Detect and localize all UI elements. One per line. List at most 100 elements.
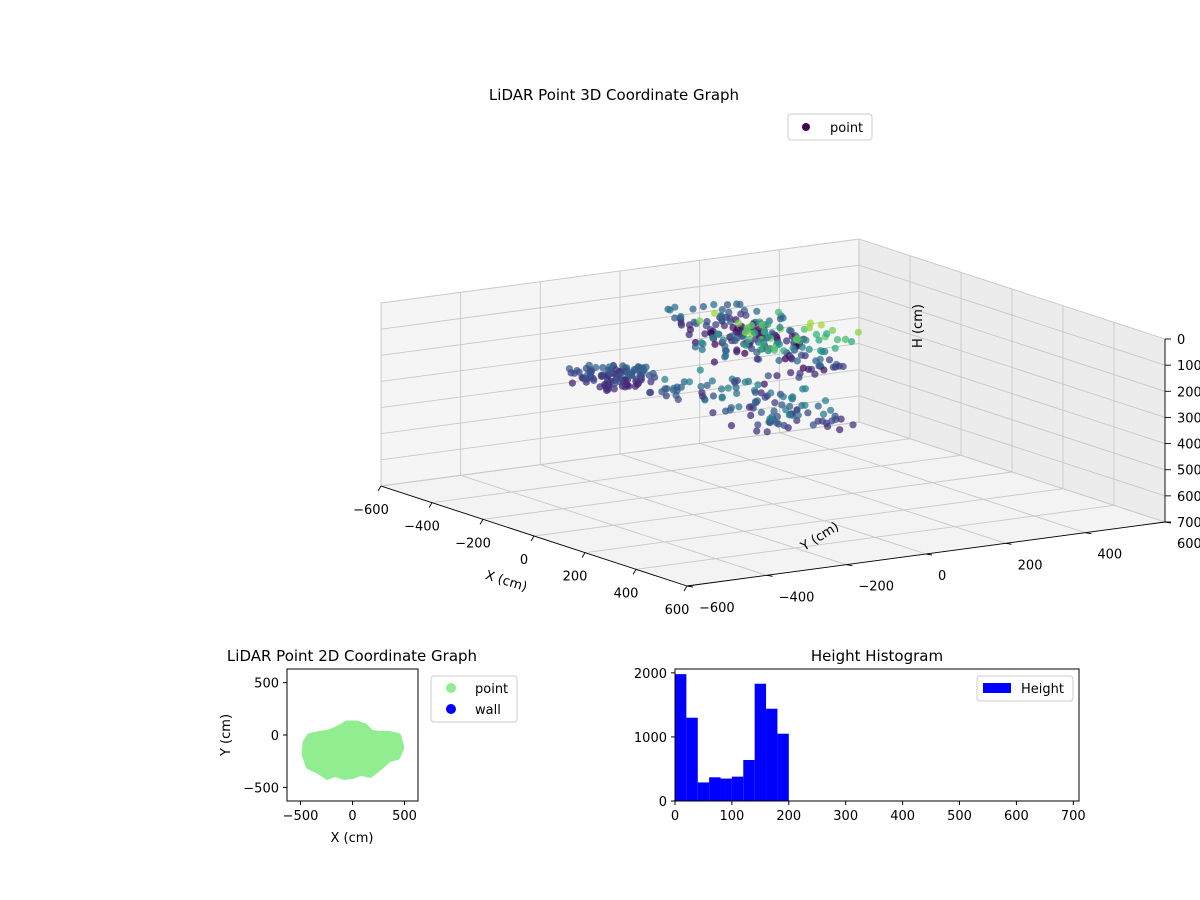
point-3d — [745, 335, 753, 343]
point-3d — [757, 408, 766, 416]
point-3d — [699, 392, 707, 400]
point-3d — [793, 334, 802, 342]
histogram-bar — [686, 717, 698, 801]
point-3d — [786, 326, 794, 334]
point-3d — [753, 355, 761, 363]
grid-back-z — [858, 369, 1166, 471]
point-3d — [711, 340, 719, 348]
point-3d — [798, 401, 806, 410]
histogram-bar — [777, 733, 789, 801]
legend-2d-wall-marker — [446, 704, 456, 714]
axes-3d: −600 −400 −200 0 200 400 600 −600 −400 −200 0 200 40… — [353, 333, 1200, 618]
point-3d — [829, 363, 838, 371]
point-3d — [718, 305, 726, 314]
point-3d — [751, 398, 760, 406]
point-3d — [775, 340, 784, 348]
x-tick-3d — [632, 569, 637, 575]
point-2d-cloud — [301, 720, 405, 780]
histogram-bar — [754, 683, 767, 801]
point-3d — [748, 345, 756, 353]
point-3d — [708, 377, 716, 385]
point-3d — [711, 309, 719, 317]
point-3d — [772, 419, 781, 427]
point-3d — [779, 393, 787, 401]
point-3d — [751, 329, 759, 337]
legend-histogram-label: Height — [1021, 682, 1064, 697]
point-3d — [718, 316, 726, 324]
x-tick-3d — [479, 519, 484, 525]
point-3d — [623, 369, 632, 377]
point-3d — [841, 335, 850, 343]
point-3d — [827, 406, 835, 414]
point-3d — [733, 348, 741, 356]
y-tick-3d-label: −200 — [858, 580, 894, 595]
z-tick-3d-label: 700 — [1177, 516, 1200, 531]
point-3d — [831, 412, 839, 420]
scatter-2d-points — [301, 720, 405, 780]
x-tick-3d — [428, 502, 433, 508]
point-3d — [814, 402, 822, 410]
y-tick-3d — [1005, 542, 1012, 545]
point-3d — [672, 391, 680, 400]
x-tick-2d-label: −500 — [283, 809, 319, 824]
point-3d — [760, 380, 768, 388]
point-3d — [709, 409, 717, 417]
point-3d — [671, 314, 679, 322]
x-tick-2d-label: 0 — [348, 809, 356, 824]
point-3d — [788, 394, 796, 402]
point-3d — [782, 406, 790, 414]
grid-back-z — [858, 343, 1166, 444]
x-tick-hist-label: 600 — [1004, 809, 1029, 824]
y-tick-3d-label: 400 — [1097, 548, 1122, 563]
point-3d — [775, 356, 783, 365]
point-3d — [776, 323, 784, 331]
point-3d — [733, 334, 741, 342]
point-3d — [828, 326, 837, 334]
z-tick-3d-label: 300 — [1177, 411, 1200, 426]
point-3d — [753, 427, 761, 435]
legend-2d-point-label: point — [475, 682, 508, 697]
point-3d — [685, 378, 694, 386]
point-3d — [677, 312, 685, 321]
point-3d — [598, 372, 606, 381]
point-3d — [815, 336, 823, 344]
point-3d — [801, 352, 809, 360]
point-3d — [741, 378, 749, 386]
plot-2d: LiDAR Point 2D Coordinate Graph −500 0 500… — [219, 647, 518, 846]
point-3d — [710, 301, 718, 309]
z-tick-3d-label: 0 — [1177, 333, 1185, 348]
x-tick-hist-label: 500 — [947, 809, 972, 824]
point-3d — [776, 315, 785, 323]
point-3d — [764, 320, 772, 328]
point-3d — [801, 385, 810, 393]
point-3d — [759, 341, 767, 349]
histogram-ticks: 0 100 200 300 400 500 600 700 0 1000 2000 — [634, 667, 1086, 824]
point-3d — [812, 357, 820, 365]
point-3d — [680, 378, 689, 386]
point-3d — [709, 392, 718, 400]
point-3d — [753, 348, 761, 356]
point-3d — [764, 346, 772, 354]
point-3d — [586, 370, 595, 378]
histogram-bar — [731, 776, 744, 801]
x-tick-3d-label: −200 — [455, 536, 491, 551]
point-3d — [710, 358, 719, 366]
point-3d — [770, 346, 779, 354]
y-tick-hist-label: 0 — [659, 795, 667, 810]
point-3d — [760, 327, 769, 336]
grid-side-z — [380, 421, 860, 487]
legend-2d-point-marker — [446, 683, 456, 693]
histogram-frame — [674, 668, 1080, 802]
point-3d — [737, 310, 745, 318]
point-3d — [821, 397, 830, 405]
x-tick-hist-label: 200 — [776, 809, 801, 824]
point-3d — [806, 319, 815, 327]
z-tick-3d-label: 500 — [1177, 464, 1200, 479]
legend-3d-marker — [802, 123, 810, 131]
point-3d — [794, 411, 802, 419]
point-3d — [732, 384, 740, 392]
point-3d — [814, 417, 822, 425]
point-3d — [836, 426, 844, 434]
point-3d — [702, 322, 710, 330]
